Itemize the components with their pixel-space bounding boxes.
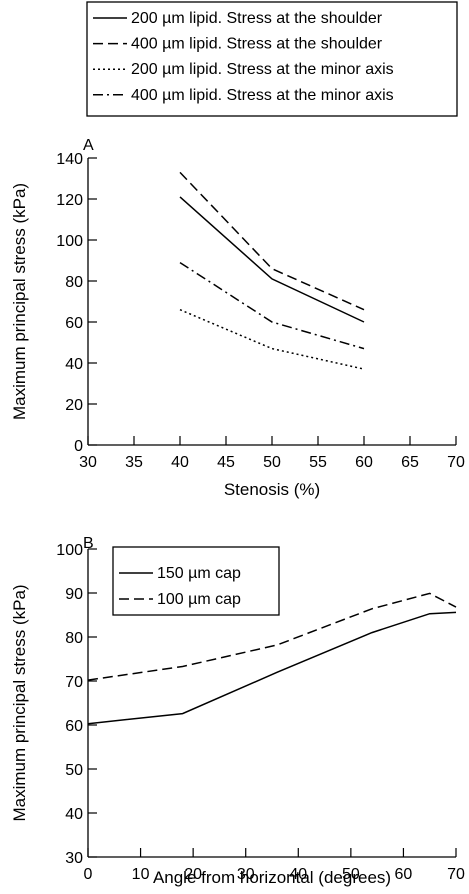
x-axis-label: Stenosis (%) (224, 480, 320, 499)
x-tick-label: 0 (84, 866, 93, 883)
legend: 200 µm lipid. Stress at the shoulder 400 … (86, 1, 458, 117)
y-tick-label: 70 (65, 674, 83, 691)
x-tick-label: 30 (237, 866, 255, 883)
series-line (179, 309, 365, 370)
y-axis-label: Maximum principal stress (kPa) (10, 183, 29, 420)
x-tick-label: 40 (171, 454, 189, 471)
x-tick-label: 10 (132, 866, 150, 883)
legend-box (112, 546, 280, 616)
y-tick-label: 40 (65, 806, 83, 823)
y-tick-label: 90 (65, 586, 83, 603)
legend-box (86, 1, 458, 117)
legend-entry: 200 µm lipid. Stress at the shoulder (131, 10, 383, 27)
y-tick-label: 80 (65, 630, 83, 647)
x-tick-label: 70 (447, 866, 465, 883)
x-tick-label: 35 (125, 454, 143, 471)
legend-entry: 150 µm cap (157, 565, 241, 582)
x-tick-label: 50 (263, 454, 281, 471)
x-tick-label: 60 (355, 454, 373, 471)
x-tick-label: 45 (217, 454, 235, 471)
x-axis-label: Angle from horizontal (degrees) (153, 868, 391, 887)
x-tick-label: 30 (79, 454, 97, 471)
y-tick-label: 30 (65, 850, 83, 867)
y-tick-label: 100 (56, 233, 83, 250)
x-tick-label: 70 (447, 454, 465, 471)
x-tick-label: 50 (342, 866, 360, 883)
y-tick-label: 0 (74, 438, 83, 455)
x-tick-label: 40 (289, 866, 307, 883)
x-tick-label: 20 (184, 866, 202, 883)
y-tick-label: 80 (65, 274, 83, 291)
series-line (179, 196, 365, 323)
legend-entry: 200 µm lipid. Stress at the minor axis (131, 61, 394, 78)
legend-entry: 100 µm cap (157, 591, 241, 608)
series-line (179, 171, 365, 311)
y-tick-label: 120 (56, 192, 83, 209)
panel-a: 0 20 40 60 80 100 120 140 30 35 40 45 50 55 60 65 70 Sten… (10, 1, 465, 499)
y-tick-label: 60 (65, 315, 83, 332)
y-tick-label: 60 (65, 718, 83, 735)
x-tick-label: 65 (401, 454, 419, 471)
panel-label: B (83, 535, 94, 552)
y-tick-label: 100 (56, 542, 83, 559)
legend: 150 µm cap 100 µm cap (112, 546, 280, 616)
x-tick-label: 55 (309, 454, 327, 471)
legend-entry: 400 µm lipid. Stress at the shoulder (131, 36, 383, 53)
y-tick-label: 140 (56, 151, 83, 168)
series-line (87, 592, 457, 681)
y-tick-label: 40 (65, 356, 83, 373)
x-tick-label: 60 (395, 866, 413, 883)
panel-b: 30 40 50 60 70 80 90 100 0 10 20 30 40 50 60 70 Angle fr… (10, 535, 465, 887)
y-tick-label: 20 (65, 397, 83, 414)
y-axis-label: Maximum principal stress (kPa) (10, 584, 29, 821)
series-line (87, 611, 457, 725)
legend-entry: 400 µm lipid. Stress at the minor axis (131, 87, 394, 104)
series-line (179, 261, 365, 350)
panel-label: A (83, 137, 94, 154)
y-tick-label: 50 (65, 762, 83, 779)
